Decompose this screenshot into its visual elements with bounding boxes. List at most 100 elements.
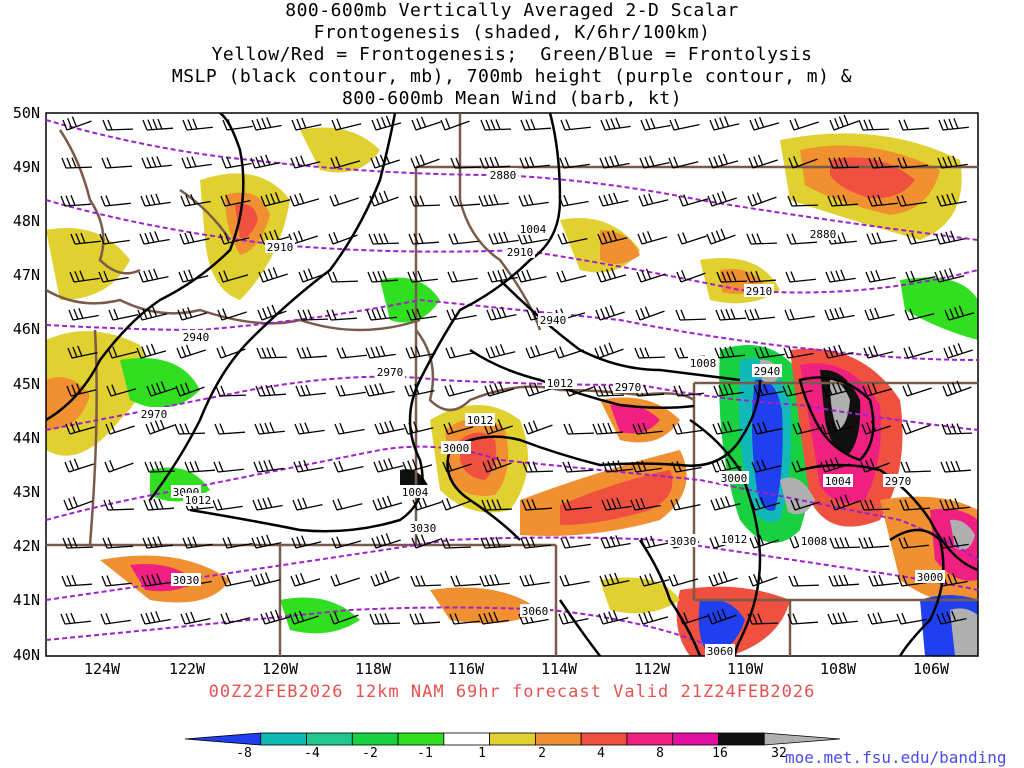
- wind-barb: [828, 157, 860, 169]
- colorbar-swatch: [489, 732, 536, 746]
- wind-barb: [447, 271, 478, 283]
- height-contour-label: 2940: [754, 365, 781, 378]
- wind-barb: [934, 268, 965, 283]
- wind-barb: [938, 118, 969, 131]
- wind-barb: [754, 346, 785, 359]
- lon-label: 120W: [261, 660, 299, 678]
- wind-barb: [146, 381, 176, 397]
- wind-barb: [371, 533, 401, 549]
- wind-barb: [592, 422, 623, 435]
- credit-link[interactable]: moe.met.fsu.edu/banding: [785, 748, 1007, 767]
- lat-label: 43N: [12, 483, 40, 501]
- wind-barb: [670, 498, 701, 511]
- wind-barb: [630, 498, 661, 511]
- wind-barb: [939, 498, 970, 511]
- wind-barb: [288, 230, 318, 245]
- wind-barb: [63, 496, 93, 511]
- wind-barb: [99, 233, 130, 245]
- title-line-3: Yellow/Red = Frontogenesis; Green/Blue =…: [211, 44, 813, 65]
- lon-label: 116W: [447, 660, 485, 678]
- wind-barb: [672, 423, 703, 435]
- wind-barb: [371, 115, 402, 131]
- wind-barb: [66, 383, 97, 397]
- wind-barb: [411, 534, 441, 549]
- height-label-bg: [171, 573, 201, 586]
- height-contour-label: 2910: [746, 285, 773, 298]
- wind-barb: [336, 347, 367, 359]
- wind-barb: [936, 610, 967, 625]
- wind-barb: [937, 155, 968, 169]
- wind-barb: [863, 345, 894, 359]
- wind-barb: [107, 346, 138, 359]
- wind-barb: [782, 384, 813, 397]
- height-contour-label: 2970: [377, 366, 404, 379]
- height-contour-label: 2970: [885, 475, 912, 488]
- wind-barb: [69, 270, 100, 283]
- wind-barb: [369, 190, 399, 207]
- colorbar-swatch: [260, 732, 307, 746]
- wind-barb: [330, 156, 361, 169]
- wind-barb: [480, 119, 512, 131]
- wind-barb: [520, 536, 551, 549]
- height-contour-label: 3000: [721, 472, 748, 485]
- wind-barb: [142, 536, 173, 549]
- wind-barb: [944, 305, 975, 321]
- wind-barb: [332, 498, 363, 511]
- wind-barb: [593, 385, 625, 397]
- mslp-contour-label: 1004: [402, 486, 429, 499]
- wind-barb: [106, 384, 137, 397]
- wind-barb: [446, 308, 477, 321]
- colorbar-swatch: [397, 732, 445, 746]
- wind-barb: [517, 232, 548, 245]
- colorbar-swatch: [626, 732, 674, 746]
- wind-barb: [478, 611, 509, 625]
- lon-label: 106W: [912, 660, 950, 678]
- wind-barb: [783, 346, 814, 359]
- wind-barb: [561, 499, 592, 511]
- wind-barb: [252, 497, 283, 511]
- height-contour-label: 2970: [141, 408, 168, 421]
- mslp-contour-label: 1004: [520, 223, 547, 236]
- wind-barb: [251, 117, 282, 131]
- wind-barb: [830, 494, 860, 511]
- wind-barb: [524, 382, 554, 397]
- wind-barb: [678, 194, 709, 207]
- mslp-label-bg: [545, 376, 575, 389]
- wind-barb: [792, 422, 823, 435]
- wind-barb: [938, 535, 969, 549]
- title-line-2: Frontogenesis (shaded, K/6hr/100km): [313, 22, 711, 43]
- wind-barb: [370, 570, 400, 587]
- lat-label: 42N: [12, 537, 40, 555]
- wind-barb: [140, 611, 171, 625]
- wind-barb: [518, 194, 549, 207]
- wind-barb: [520, 119, 551, 131]
- wind-barb: [293, 460, 324, 473]
- wind-barb: [369, 613, 401, 625]
- height-contour-label: 3030: [670, 535, 697, 548]
- wind-barb: [635, 306, 665, 321]
- wind-barb: [861, 420, 891, 435]
- wind-barb: [708, 153, 739, 169]
- wind-barb: [521, 499, 552, 511]
- wind-barb: [519, 156, 550, 169]
- wind-barb: [716, 271, 748, 283]
- wind-barb: [182, 118, 213, 131]
- height-label-bg: [181, 330, 211, 343]
- wind-barb: [748, 572, 778, 587]
- wind-barb: [101, 575, 132, 587]
- wind-barb: [215, 385, 247, 397]
- mslp-contour-label: 1012: [547, 377, 574, 390]
- wind-barb: [100, 613, 131, 625]
- wind-barb: [255, 384, 286, 397]
- wind-barb: [440, 118, 470, 131]
- lon-label: 122W: [168, 660, 206, 678]
- wind-barb: [788, 575, 820, 587]
- wind-barb: [184, 461, 215, 473]
- wind-barb: [906, 232, 937, 245]
- wind-barb: [212, 499, 243, 511]
- height-label-bg: [488, 168, 518, 181]
- wind-barb: [602, 460, 633, 473]
- map-frame: [45, 112, 979, 657]
- colorbar-swatch: [443, 732, 491, 746]
- wind-barb: [668, 574, 699, 587]
